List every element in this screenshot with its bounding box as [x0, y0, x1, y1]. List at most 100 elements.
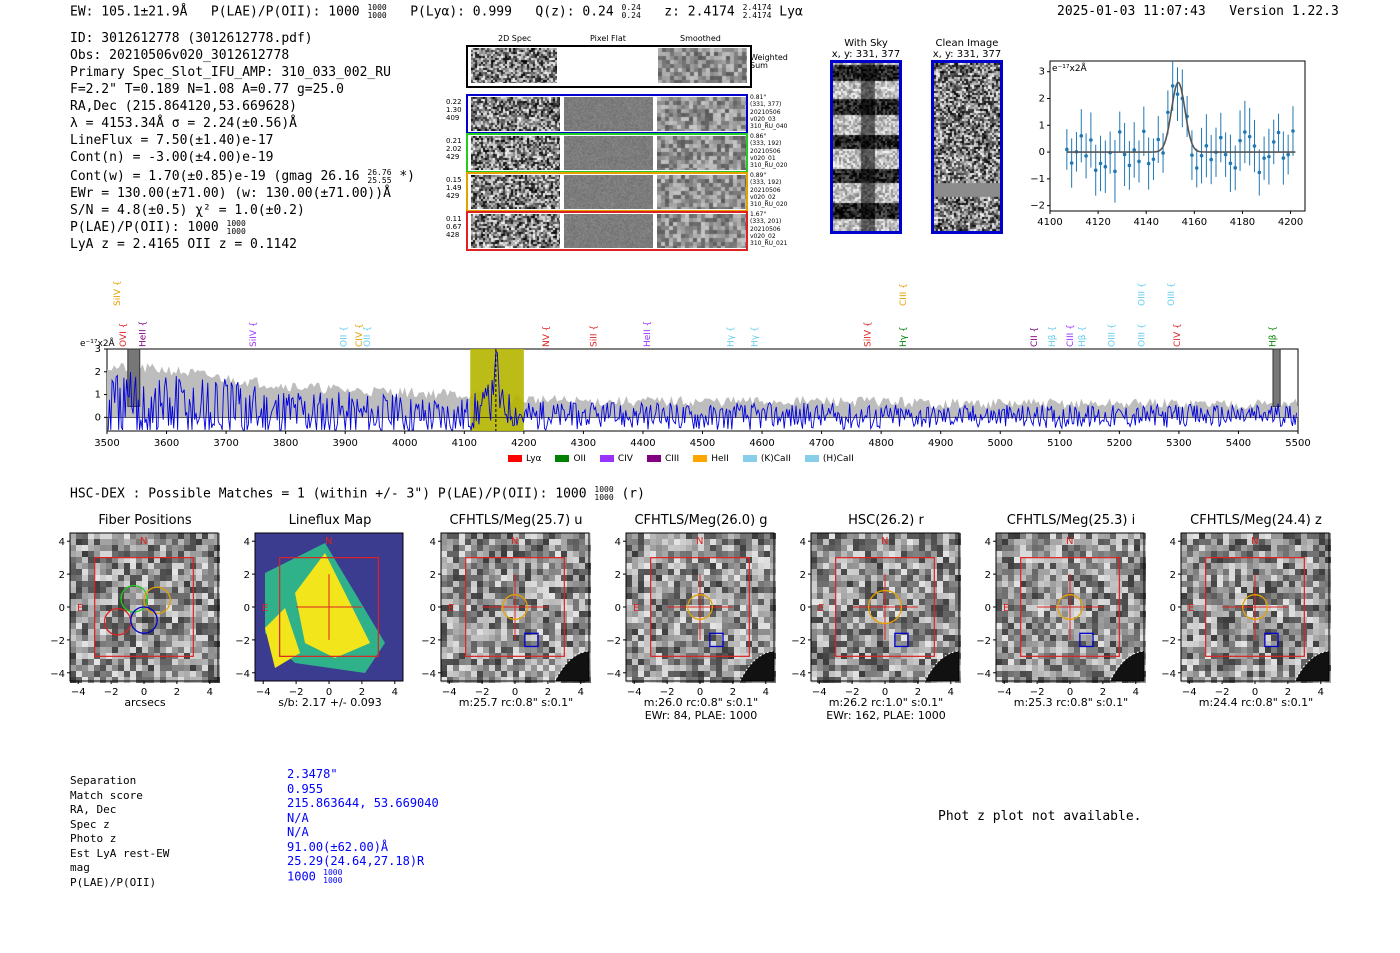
image-pixel [656, 641, 662, 647]
cutout-right-label: 0.81" (331, 377) 20210506 v020_03 310_RU_040 [750, 94, 788, 131]
image-pixel [871, 659, 877, 665]
image-pixel [561, 551, 567, 557]
image-pixel [172, 665, 178, 671]
image-pixel [817, 599, 823, 605]
image-pixel [1032, 671, 1038, 677]
image-pixel [573, 629, 579, 635]
image-pixel [728, 593, 734, 599]
image-pixel [483, 605, 489, 611]
image-pixel [465, 665, 471, 671]
panel-y-tick-label: 4 [244, 537, 250, 548]
image-pixel [686, 635, 692, 641]
image-pixel [495, 665, 501, 671]
image-pixel [901, 641, 907, 647]
image-pixel [632, 611, 638, 617]
zoom-data-point [1276, 130, 1281, 135]
image-pixel [734, 599, 740, 605]
image-pixel [913, 545, 919, 551]
image-pixel [477, 641, 483, 647]
image-pixel [1265, 611, 1271, 617]
image-pixel [734, 671, 740, 677]
image-pixel [130, 533, 136, 539]
zoom-data-point [1267, 154, 1271, 159]
image-pixel [686, 575, 692, 581]
image-pixel [94, 641, 100, 647]
image-pixel [1014, 617, 1020, 623]
image-pixel [847, 635, 853, 641]
image-pixel [925, 671, 931, 677]
imaging-panel-title: CFHTLS/Meg(26.0) g [634, 513, 768, 528]
image-pixel [626, 611, 632, 617]
image-pixel [907, 539, 913, 545]
image-pixel [650, 641, 656, 647]
image-pixel [662, 641, 668, 647]
panel-y-tick-label: 2 [1170, 570, 1176, 581]
image-pixel [1128, 611, 1134, 617]
spectrum-x-tick-label: 4400 [630, 438, 655, 449]
image-pixel [1277, 605, 1283, 611]
image-pixel [1020, 569, 1026, 575]
image-pixel [1026, 635, 1032, 641]
emission-line-label: Hγ { [899, 326, 909, 347]
image-pixel [1086, 575, 1092, 581]
image-pixel [841, 563, 847, 569]
image-pixel [1128, 545, 1134, 551]
compass-east: E [448, 603, 454, 614]
image-pixel [1289, 665, 1295, 671]
image-pixel [112, 611, 118, 617]
image-pixel [507, 539, 513, 545]
image-pixel [1026, 677, 1032, 683]
image-pixel [184, 605, 190, 611]
image-pixel [453, 587, 459, 593]
image-pixel [1020, 659, 1026, 665]
zoom-data-point [1132, 148, 1136, 152]
image-pixel [1217, 587, 1223, 593]
image-pixel [901, 557, 907, 563]
panel-x-tick-label: 4 [392, 687, 398, 698]
zoom-y-tick-label: −1 [1030, 174, 1045, 185]
image-pixel [208, 533, 214, 539]
image-pixel [1271, 551, 1277, 557]
image-pixel [650, 611, 656, 617]
image-pixel [632, 671, 638, 677]
image-pixel [154, 629, 160, 635]
image-pixel [955, 611, 961, 617]
image-pixel [1313, 599, 1319, 605]
image-pixel [148, 623, 154, 629]
image-pixel [913, 617, 919, 623]
image-pixel [82, 665, 88, 671]
image-pixel [112, 575, 118, 581]
image-pixel [76, 587, 82, 593]
image-pixel [1020, 641, 1026, 647]
image-pixel [919, 641, 925, 647]
image-pixel [124, 677, 130, 683]
image-pixel [214, 563, 220, 569]
image-pixel [160, 569, 166, 575]
image-pixel [1193, 587, 1199, 593]
image-pixel [758, 587, 764, 593]
image-pixel [853, 581, 859, 587]
image-pixel [1307, 533, 1313, 539]
image-pixel [656, 617, 662, 623]
image-pixel [632, 605, 638, 611]
zoom-data-point [1286, 152, 1290, 157]
zoom-data-point [1271, 140, 1276, 144]
image-pixel [692, 581, 698, 587]
image-pixel [955, 599, 961, 605]
image-pixel [507, 659, 513, 665]
image-pixel [949, 587, 955, 593]
image-pixel [889, 641, 895, 647]
image-pixel [919, 629, 925, 635]
image-pixel [1056, 635, 1062, 641]
image-pixel [955, 533, 961, 539]
image-pixel [585, 545, 591, 551]
image-pixel [656, 623, 662, 629]
image-pixel [919, 671, 925, 677]
image-pixel [847, 659, 853, 665]
spectrum-legend: Lyα OII CIV CIII HeII (K)CaII (H)CaII [508, 447, 868, 466]
image-pixel [495, 581, 501, 587]
image-pixel [943, 617, 949, 623]
image-pixel [82, 581, 88, 587]
image-pixel [1223, 611, 1229, 617]
image-pixel [1020, 647, 1026, 653]
